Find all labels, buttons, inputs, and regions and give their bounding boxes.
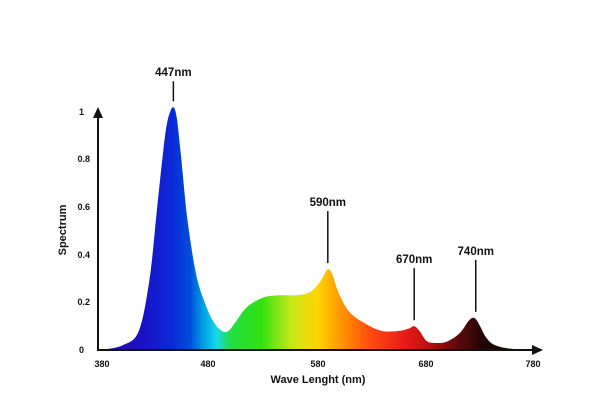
- x-tick-label: 580: [310, 359, 325, 369]
- x-tick-label: 780: [525, 359, 540, 369]
- y-tick-label: 0.4: [77, 250, 90, 260]
- y-tick-label: 0: [79, 345, 84, 355]
- x-axis-arrow-icon: [532, 345, 543, 355]
- spectrum-area: [101, 107, 533, 350]
- y-tick-label: 0.6: [77, 202, 90, 212]
- peak-label: 670nm: [396, 254, 432, 266]
- y-tick-label: 0.8: [77, 154, 90, 164]
- x-tick-labels: 380 480 580 680 780: [94, 359, 540, 369]
- x-tick-label: 380: [94, 359, 109, 369]
- x-axis-title: Wave Lenght (nm): [271, 374, 366, 386]
- x-tick-label: 680: [418, 359, 433, 369]
- y-axis-title: Spectrum: [57, 204, 69, 255]
- peak-label: 447nm: [155, 67, 191, 79]
- peak-annotations: 447nm 590nm 670nm 740nm: [155, 67, 494, 321]
- y-tick-label: 0.2: [77, 297, 90, 307]
- y-tick-labels: 0 0.2 0.4 0.6 0.8 1: [77, 107, 90, 355]
- peak-label: 740nm: [458, 246, 494, 258]
- x-tick-label: 480: [200, 359, 215, 369]
- y-axis-arrow-icon: [93, 107, 103, 118]
- y-tick-label: 1: [79, 107, 84, 117]
- peak-label: 590nm: [310, 197, 346, 209]
